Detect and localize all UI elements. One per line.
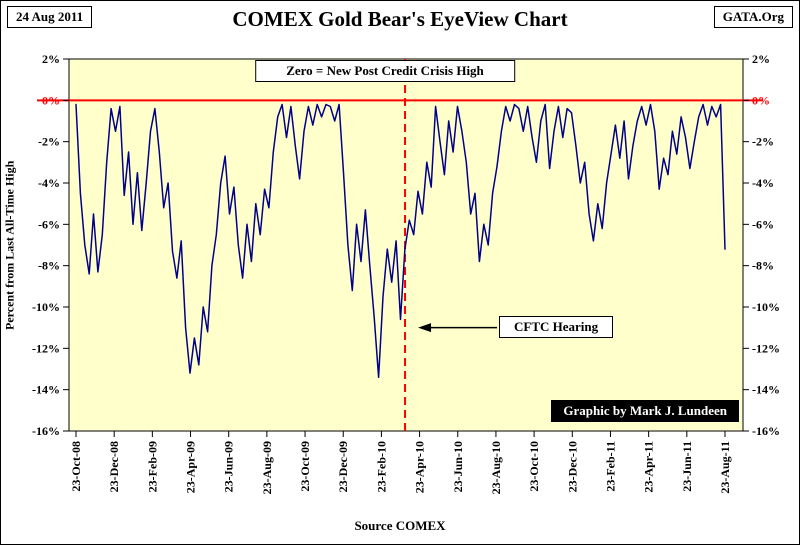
svg-text:23-Feb-09: 23-Feb-09 <box>145 441 159 492</box>
svg-text:23-Aug-10: 23-Aug-10 <box>489 441 503 494</box>
y-axis-title: Percent from Last All-Time High <box>2 160 17 330</box>
svg-text:-6%: -6% <box>752 217 774 231</box>
page-title: COMEX Gold Bear's EyeView Chart <box>232 7 568 31</box>
zero-note: Zero = New Post Credit Crisis High <box>255 60 515 82</box>
svg-text:-4%: -4% <box>752 176 774 190</box>
svg-text:23-Dec-09: 23-Dec-09 <box>336 441 350 492</box>
svg-text:2%: 2% <box>752 52 770 66</box>
svg-text:-16%: -16% <box>32 424 60 438</box>
svg-text:23-Dec-10: 23-Dec-10 <box>565 441 579 492</box>
svg-text:-14%: -14% <box>752 383 780 397</box>
svg-text:-14%: -14% <box>32 383 60 397</box>
svg-text:23-Oct-10: 23-Oct-10 <box>527 441 541 492</box>
svg-text:23-Dec-08: 23-Dec-08 <box>107 441 121 492</box>
svg-text:0%: 0% <box>42 93 60 107</box>
svg-text:-10%: -10% <box>752 300 780 314</box>
svg-text:0%: 0% <box>752 93 770 107</box>
svg-text:-12%: -12% <box>752 341 780 355</box>
svg-text:-2%: -2% <box>752 135 774 149</box>
svg-text:-2%: -2% <box>38 135 60 149</box>
svg-text:23-Feb-11: 23-Feb-11 <box>603 441 617 492</box>
svg-text:-16%: -16% <box>752 424 780 438</box>
svg-text:23-Feb-10: 23-Feb-10 <box>374 441 388 492</box>
svg-text:-12%: -12% <box>32 341 60 355</box>
svg-text:2%: 2% <box>42 52 60 66</box>
svg-text:23-Aug-11: 23-Aug-11 <box>718 441 732 494</box>
svg-text:23-Jun-11: 23-Jun-11 <box>680 441 694 492</box>
svg-text:23-Jun-09: 23-Jun-09 <box>222 441 236 492</box>
svg-text:23-Apr-09: 23-Apr-09 <box>184 441 198 493</box>
svg-text:23-Apr-10: 23-Apr-10 <box>413 441 427 493</box>
credit-badge: Graphic by Mark J. Lundeen <box>551 400 739 422</box>
date-badge: 24 Aug 2011 <box>7 6 93 28</box>
svg-text:-10%: -10% <box>32 300 60 314</box>
svg-text:-8%: -8% <box>38 259 60 273</box>
svg-text:23-Apr-11: 23-Apr-11 <box>642 441 656 493</box>
svg-text:-4%: -4% <box>38 176 60 190</box>
svg-text:23-Aug-09: 23-Aug-09 <box>260 441 274 494</box>
cftc-annotation: CFTC Hearing <box>499 316 614 338</box>
org-badge: GATA.Org <box>713 6 793 28</box>
svg-text:23-Oct-08: 23-Oct-08 <box>69 441 83 492</box>
x-axis-title: Source COMEX <box>354 518 446 533</box>
svg-text:23-Jun-10: 23-Jun-10 <box>451 441 465 492</box>
svg-text:-6%: -6% <box>38 217 60 231</box>
svg-text:-8%: -8% <box>752 259 774 273</box>
svg-text:23-Oct-09: 23-Oct-09 <box>298 441 312 492</box>
